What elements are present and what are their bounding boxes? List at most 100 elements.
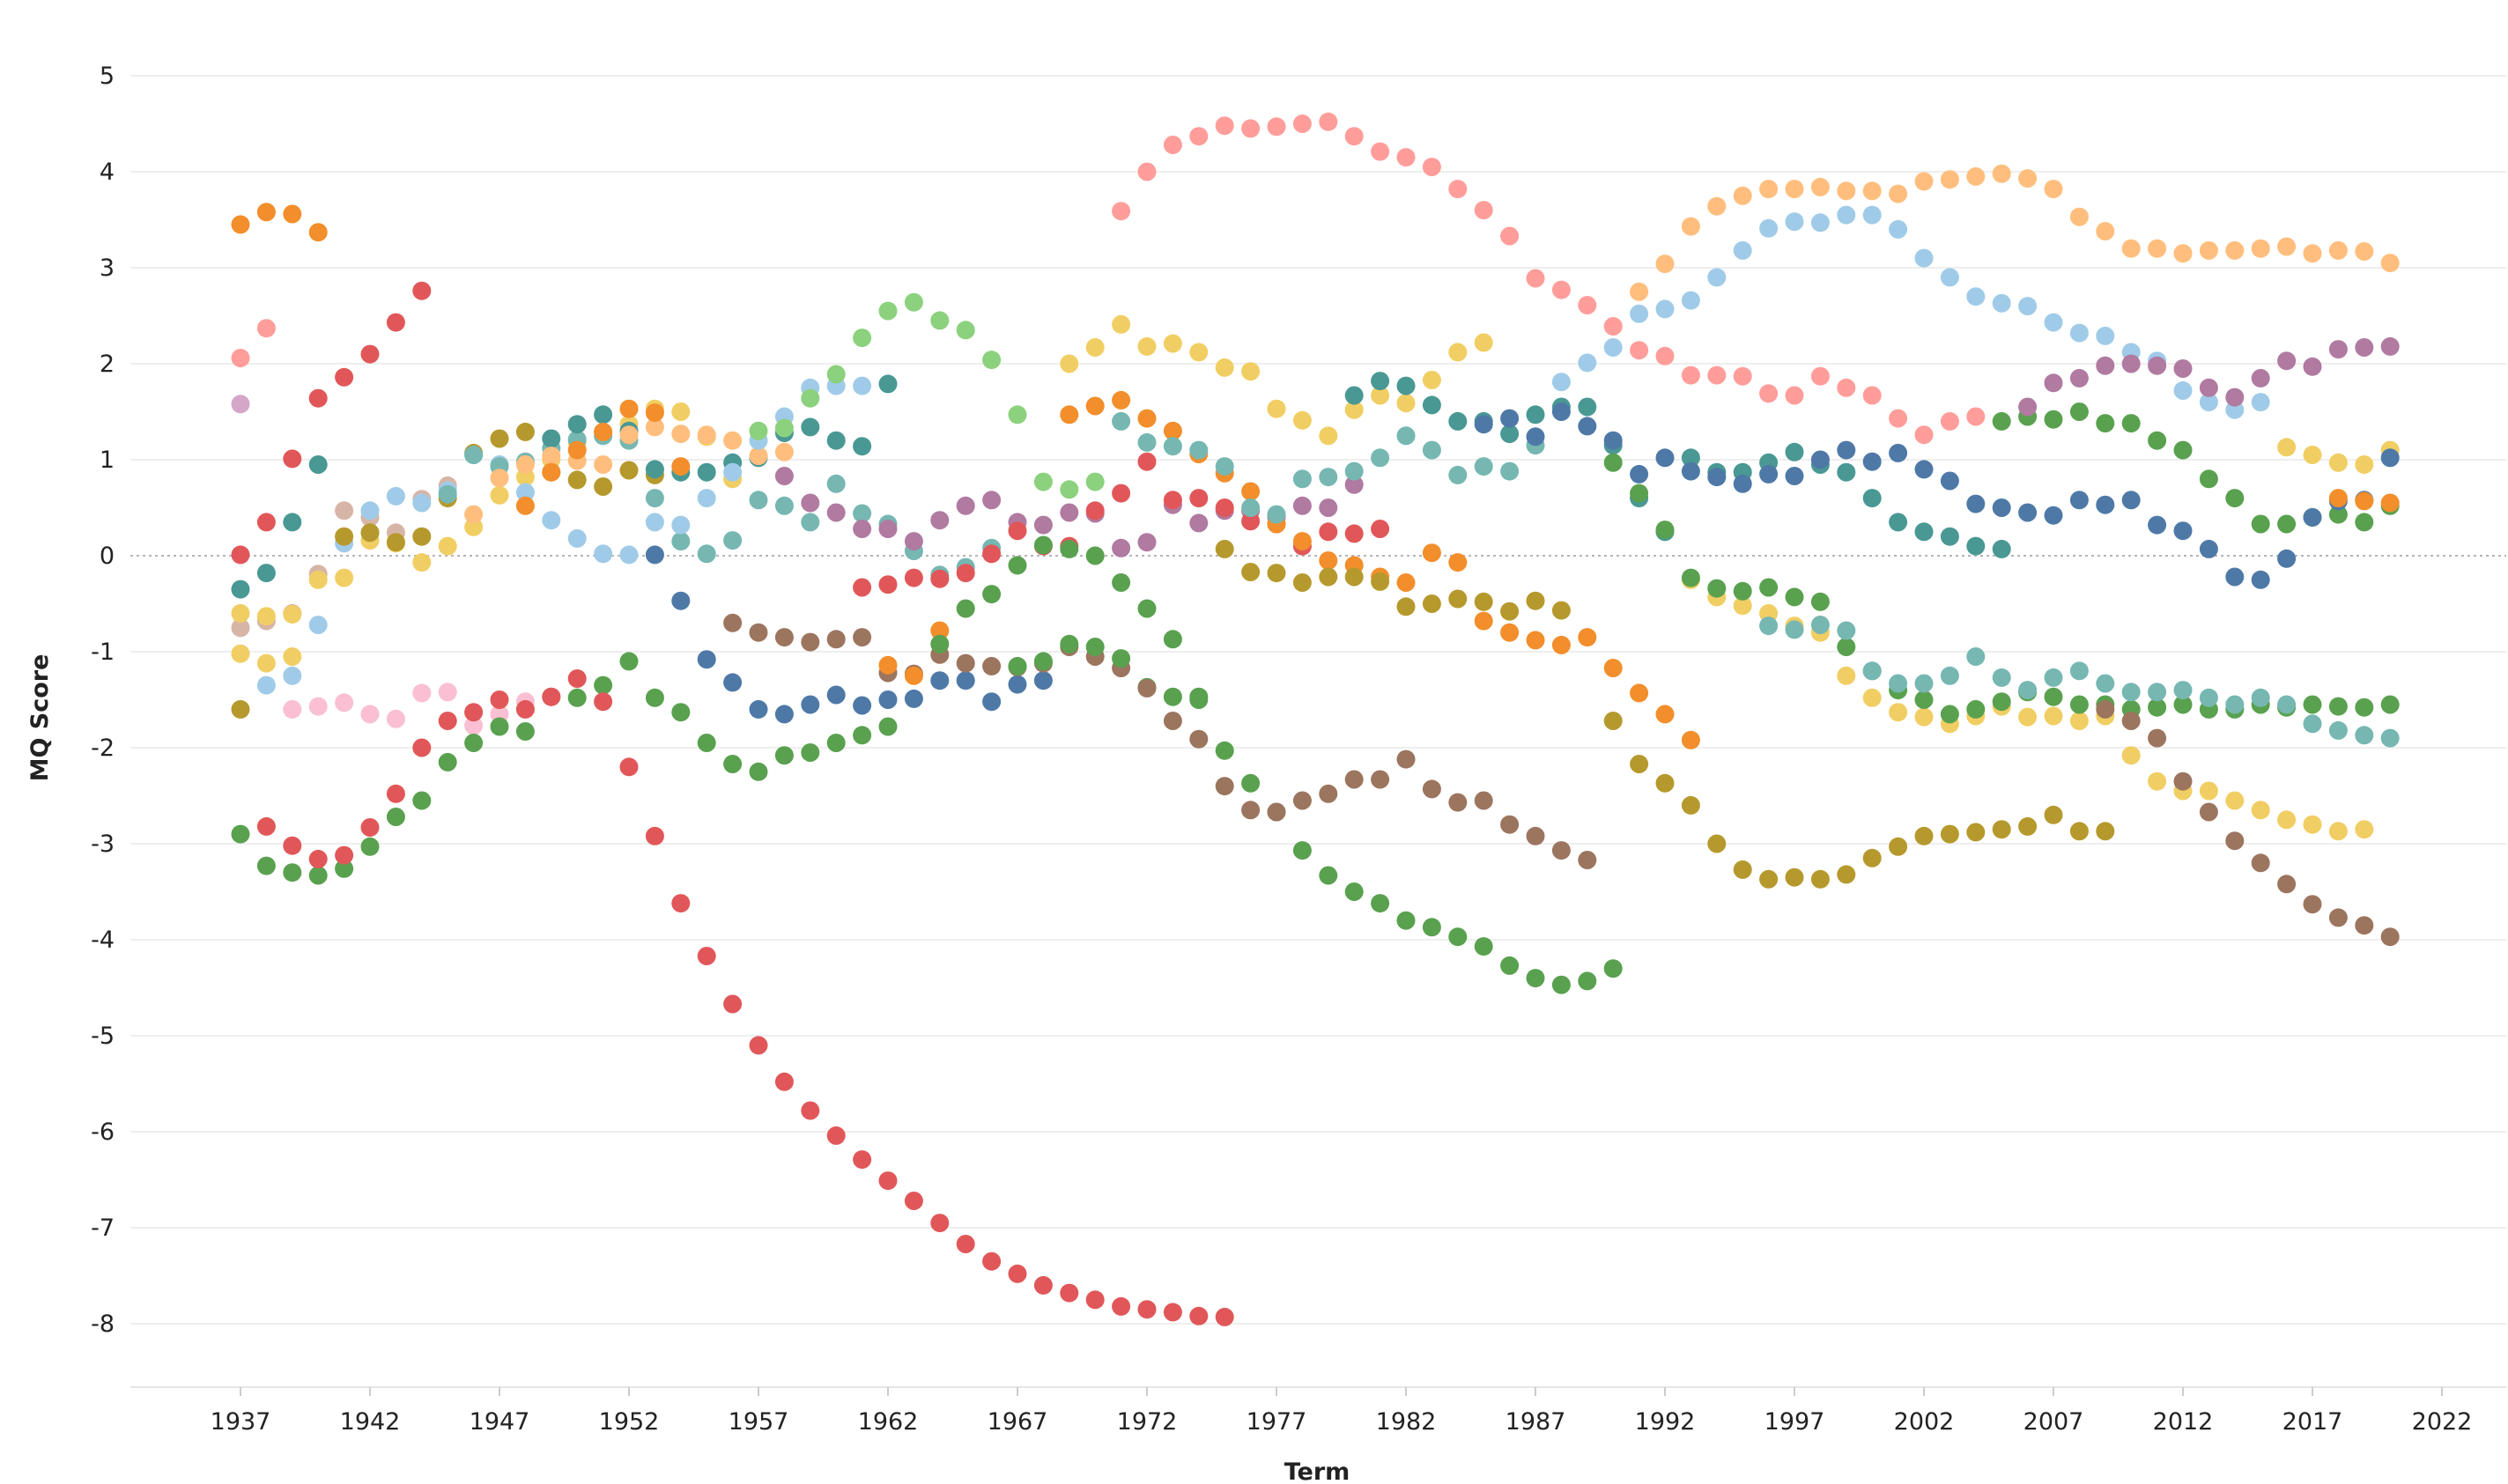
data-point [594,544,613,564]
data-point [2148,515,2167,535]
data-point [1630,683,1649,703]
data-point [1526,631,1545,650]
data-point [256,607,276,626]
data-point [231,618,250,638]
data-point [1785,442,1804,461]
data-point [1940,824,1959,844]
data-point [2328,240,2348,260]
data-point [2355,513,2374,532]
data-point [1344,567,1364,587]
data-point [515,699,535,719]
data-point [360,344,380,364]
data-point [1241,362,1261,381]
data-point [412,738,432,757]
data-point [1137,162,1157,181]
data-point [619,461,639,480]
data-point [386,808,405,826]
data-point [1551,975,1571,994]
data-point [1603,659,1623,677]
data-point [335,845,354,865]
y-axis-label: MQ Score [26,654,54,782]
data-point [1371,770,1390,789]
data-point [2018,681,2038,700]
data-point [930,671,950,690]
data-point [308,849,328,868]
data-point [1267,505,1286,524]
data-point [2251,570,2270,589]
data-point [1810,177,1830,196]
data-point [335,527,354,546]
data-point [1681,448,1700,468]
data-point [2044,706,2063,726]
data-point [2148,728,2167,748]
y-tick-label: -4 [91,927,115,954]
data-point [2173,681,2193,700]
data-point [1060,503,1079,522]
data-point [567,440,587,460]
data-point [1655,448,1675,468]
data-point [697,462,716,482]
series-orange-1962 [878,390,1468,685]
data-point [1112,538,1131,557]
data-point [826,431,846,450]
data-point [2303,446,2322,464]
data-point [2380,448,2400,468]
data-point [2173,772,2193,791]
data-point [1371,520,1390,538]
series-mauve-1937 [231,395,250,414]
data-point [231,395,250,414]
data-point [360,705,380,724]
data-point [308,455,328,474]
data-point [2096,495,2115,514]
data-point [1733,581,1752,601]
data-point [2303,695,2322,714]
data-point [594,455,613,474]
data-point [1862,661,1882,681]
data-point [1914,172,1934,191]
data-point [826,503,846,522]
data-point [1422,543,1441,563]
data-point [1681,568,1700,587]
series-orange-1937 [231,203,328,242]
data-point [956,321,975,340]
data-point [594,405,613,425]
data-point [438,752,457,772]
y-tick-label: -8 [91,1310,115,1338]
data-point [1914,460,1934,479]
data-point [335,859,354,878]
data-point [930,621,950,640]
data-point [1085,1290,1105,1310]
data-point [1189,687,1209,706]
series-lightgold-1937 [231,644,302,673]
data-point [1966,699,1986,719]
data-point [2173,359,2193,378]
data-point [2328,505,2348,524]
data-point [1862,489,1882,508]
data-point [1526,427,1545,447]
data-point [412,791,432,810]
data-point [1630,304,1649,323]
data-point [1085,501,1105,521]
data-point [1060,354,1079,373]
data-point [1914,425,1934,445]
data-point [256,513,276,532]
data-point [2355,820,2374,839]
data-point [1137,432,1157,452]
data-point [1889,219,1908,239]
data-point [1681,461,1700,481]
data-point [308,388,328,408]
y-tick-label: 2 [100,351,115,378]
data-point [542,462,561,482]
data-point [1862,181,1882,201]
data-point [1707,268,1727,287]
series-red-1961 [853,452,1390,597]
data-point [1319,866,1338,885]
data-point [1137,599,1157,618]
data-point [438,712,457,730]
y-tick-label: -1 [91,639,115,666]
data-point [2355,916,2374,935]
data-point [2277,514,2297,534]
data-point [2069,712,2089,730]
data-point [1759,578,1779,597]
data-point [1241,119,1261,138]
